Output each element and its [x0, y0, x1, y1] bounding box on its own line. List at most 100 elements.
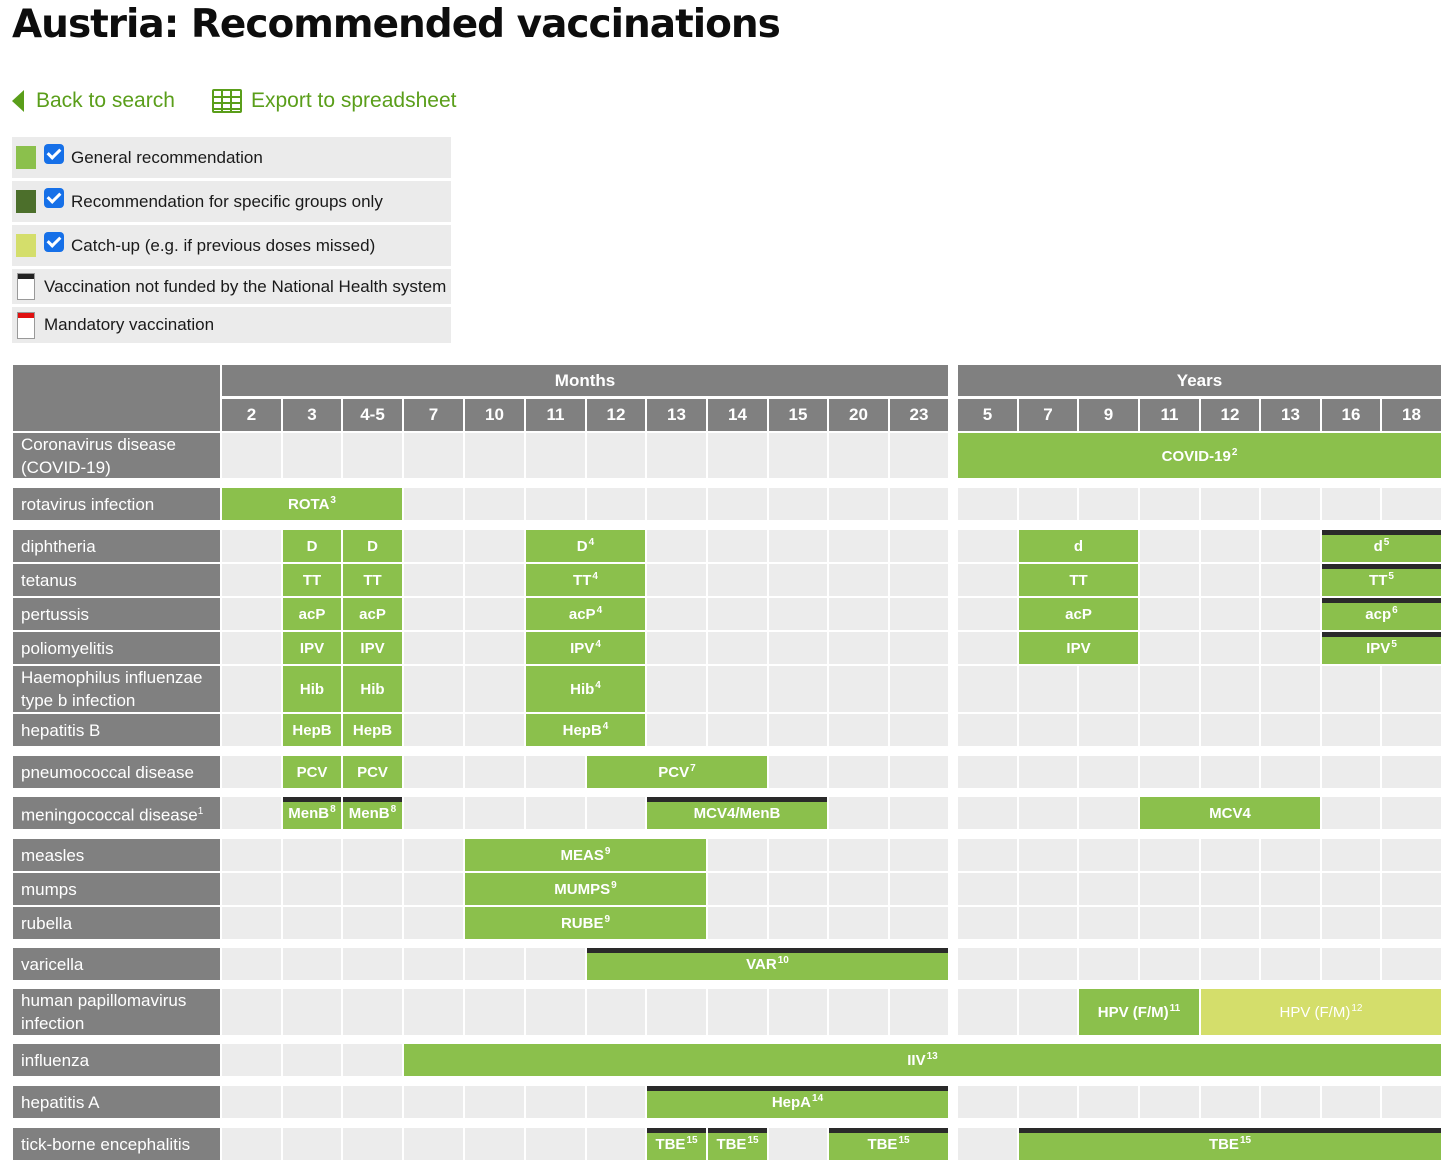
vaccine-bar[interactable]: IIV13 — [404, 1044, 1441, 1076]
vaccine-bar[interactable]: Hib — [343, 666, 402, 712]
vaccine-bar[interactable]: TT — [343, 564, 402, 596]
table-cell — [708, 666, 767, 712]
vaccine-bar[interactable]: VAR10 — [587, 948, 948, 980]
table-cell — [222, 948, 281, 980]
row-label: tick-borne encephalitis — [13, 1128, 220, 1160]
table-cell — [343, 1086, 402, 1118]
spreadsheet-icon — [212, 89, 242, 113]
row-label: varicella — [13, 948, 220, 980]
table-cell — [1322, 756, 1380, 788]
vaccine-bar[interactable]: HPV (F/M)12 — [1201, 989, 1441, 1035]
table-cell — [222, 530, 281, 562]
table-cell — [1201, 666, 1259, 712]
vaccine-bar[interactable]: TBE15 — [1019, 1128, 1441, 1160]
table-cell — [1382, 797, 1441, 829]
column-header: 14 — [708, 399, 767, 431]
table-cell — [890, 433, 948, 478]
vaccine-bar[interactable]: IPV4 — [526, 632, 645, 664]
column-header: 16 — [1322, 399, 1380, 431]
vaccine-bar[interactable]: acP4 — [526, 598, 645, 630]
vaccine-bar[interactable]: PCV — [343, 756, 402, 788]
vaccine-bar[interactable]: TT5 — [1322, 564, 1441, 596]
table-cell — [1079, 948, 1138, 980]
vaccine-bar[interactable]: COVID-192 — [958, 433, 1441, 478]
table-cell — [1261, 666, 1320, 712]
column-header: 10 — [465, 399, 524, 431]
table-cell — [343, 948, 402, 980]
vaccine-bar[interactable]: Hib4 — [526, 666, 645, 712]
table-cell — [829, 433, 888, 478]
table-cell — [222, 756, 281, 788]
vaccine-bar[interactable]: acp6 — [1322, 598, 1441, 630]
vaccine-bar[interactable]: HepB — [343, 714, 402, 746]
vaccine-bar[interactable]: TBE15 — [708, 1128, 767, 1160]
table-cell — [829, 839, 888, 871]
table-cell — [404, 488, 463, 520]
vaccine-bar[interactable]: PCV7 — [587, 756, 767, 788]
row-label: rotavirus infection — [13, 488, 220, 520]
vaccine-bar[interactable]: PCV — [283, 756, 341, 788]
vaccine-bar[interactable]: TBE15 — [829, 1128, 948, 1160]
vaccine-bar[interactable]: ROTA3 — [222, 488, 402, 520]
vaccine-bar[interactable]: HepB — [283, 714, 341, 746]
vaccine-bar[interactable]: IPV5 — [1322, 632, 1441, 664]
table-cell — [465, 714, 524, 746]
table-cell — [1201, 839, 1259, 871]
table-cell — [958, 873, 1017, 905]
table-cell — [1140, 530, 1199, 562]
not-funded-marker — [647, 1128, 706, 1133]
vaccine-bar[interactable]: acP — [1019, 598, 1138, 630]
vaccine-bar[interactable]: HepB4 — [526, 714, 645, 746]
vaccine-bar[interactable]: acP — [283, 598, 341, 630]
table-cell — [890, 666, 948, 712]
vaccine-bar[interactable]: TBE15 — [647, 1128, 706, 1160]
table-cell — [769, 666, 827, 712]
table-cell — [465, 989, 524, 1035]
vaccine-bar[interactable]: MUMPS9 — [465, 873, 706, 905]
vaccine-bar[interactable]: D4 — [526, 530, 645, 562]
vaccine-bar[interactable]: MCV4/MenB — [647, 797, 827, 829]
vaccine-bar[interactable]: HPV (F/M)11 — [1079, 989, 1199, 1035]
back-to-search-link[interactable]: Back to search — [12, 86, 175, 116]
legend-label: Catch-up (e.g. if previous doses missed) — [71, 235, 376, 255]
specific-checkbox[interactable] — [44, 187, 64, 208]
general-checkbox[interactable] — [44, 143, 64, 164]
table-cell — [708, 873, 767, 905]
table-cell — [1019, 797, 1077, 829]
vaccine-bar[interactable]: MEAS9 — [465, 839, 706, 871]
vaccine-bar[interactable]: IPV — [283, 632, 341, 664]
vaccine-bar[interactable]: IPV — [1019, 632, 1138, 664]
vaccine-bar[interactable]: D — [283, 530, 341, 562]
vaccine-bar[interactable]: MCV4 — [1140, 797, 1320, 829]
catchup-checkbox[interactable] — [44, 231, 64, 252]
vaccine-bar[interactable]: HepA14 — [647, 1086, 948, 1118]
vaccine-bar[interactable]: TT4 — [526, 564, 645, 596]
table-cell — [1261, 839, 1320, 871]
vaccine-bar[interactable]: d — [1019, 530, 1138, 562]
table-cell — [1140, 564, 1199, 596]
table-cell — [1079, 714, 1138, 746]
row-label: pertussis — [13, 598, 220, 630]
vaccine-bar[interactable]: d5 — [1322, 530, 1441, 562]
not-funded-icon — [17, 273, 35, 300]
vaccine-bar[interactable]: IPV — [343, 632, 402, 664]
table-cell — [958, 907, 1017, 939]
vaccine-bar[interactable]: acP — [343, 598, 402, 630]
table-cell — [404, 873, 463, 905]
export-spreadsheet-link[interactable]: Export to spreadsheet — [212, 86, 456, 116]
vaccine-bar[interactable]: D — [343, 530, 402, 562]
table-cell — [1140, 488, 1199, 520]
vaccine-bar[interactable]: TT — [283, 564, 341, 596]
table-cell — [958, 714, 1017, 746]
table-cell — [404, 666, 463, 712]
table-cell — [222, 564, 281, 596]
vaccine-bar[interactable]: MenB8 — [283, 797, 341, 829]
vaccine-bar[interactable]: RUBE9 — [465, 907, 706, 939]
table-cell — [708, 839, 767, 871]
vaccine-bar[interactable]: MenB8 — [343, 797, 402, 829]
vaccine-bar[interactable]: TT — [1019, 564, 1138, 596]
specific-swatch — [16, 190, 36, 213]
table-cell — [647, 530, 706, 562]
table-cell — [1322, 666, 1380, 712]
vaccine-bar[interactable]: Hib — [283, 666, 341, 712]
